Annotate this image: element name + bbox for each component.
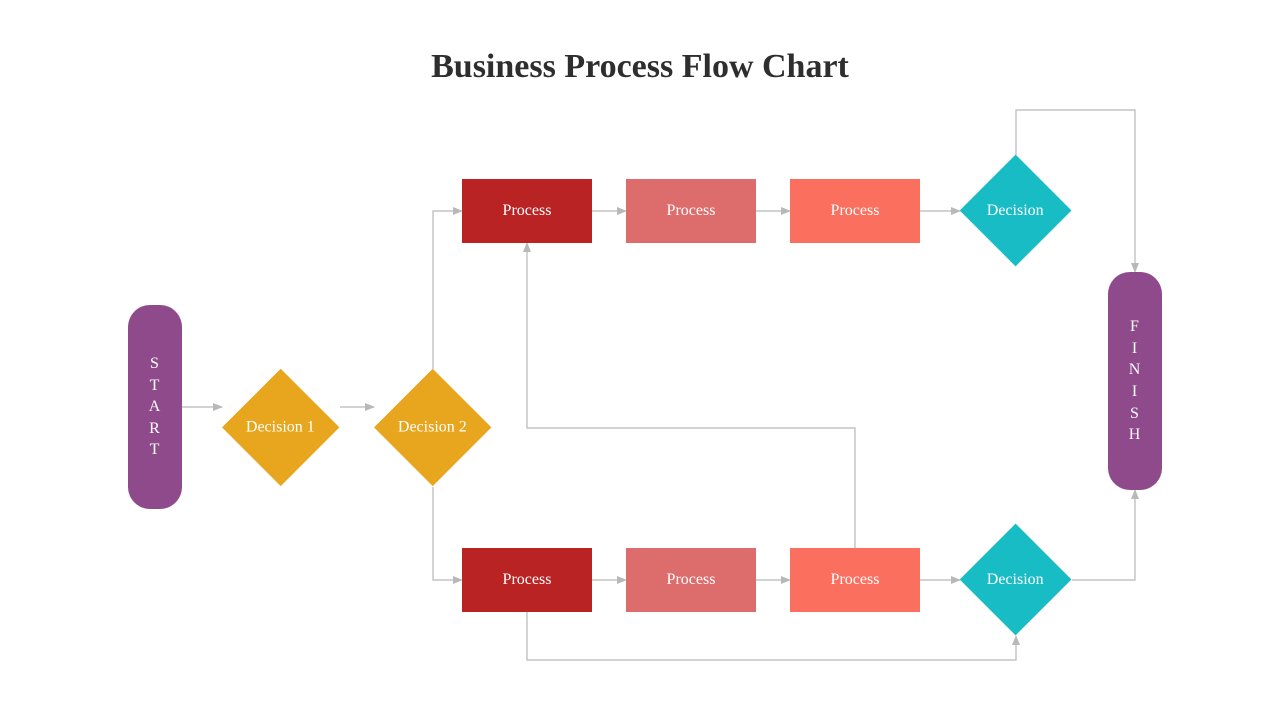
edge-2 [433, 211, 462, 369]
node-dec2: Decision 2 [374, 369, 492, 487]
node-dec1: Decision 1 [222, 369, 340, 487]
flow-edges [0, 0, 1280, 720]
node-dBot: Decision [960, 524, 1072, 636]
edge-12 [1072, 490, 1135, 580]
node-p2b: Process [626, 548, 756, 612]
node-p1c: Process [790, 179, 920, 243]
node-p1a: Process [462, 179, 592, 243]
node-finish: FINISH [1108, 272, 1162, 490]
node-p2a: Process [462, 548, 592, 612]
node-p2c: Process [790, 548, 920, 612]
edge-10 [527, 612, 1016, 660]
edge-11 [527, 243, 855, 548]
chart-title: Business Process Flow Chart [0, 48, 1280, 86]
node-start: START [128, 305, 182, 509]
node-p1b: Process [626, 179, 756, 243]
node-dTop: Decision [960, 155, 1072, 267]
edge-3 [433, 487, 462, 580]
